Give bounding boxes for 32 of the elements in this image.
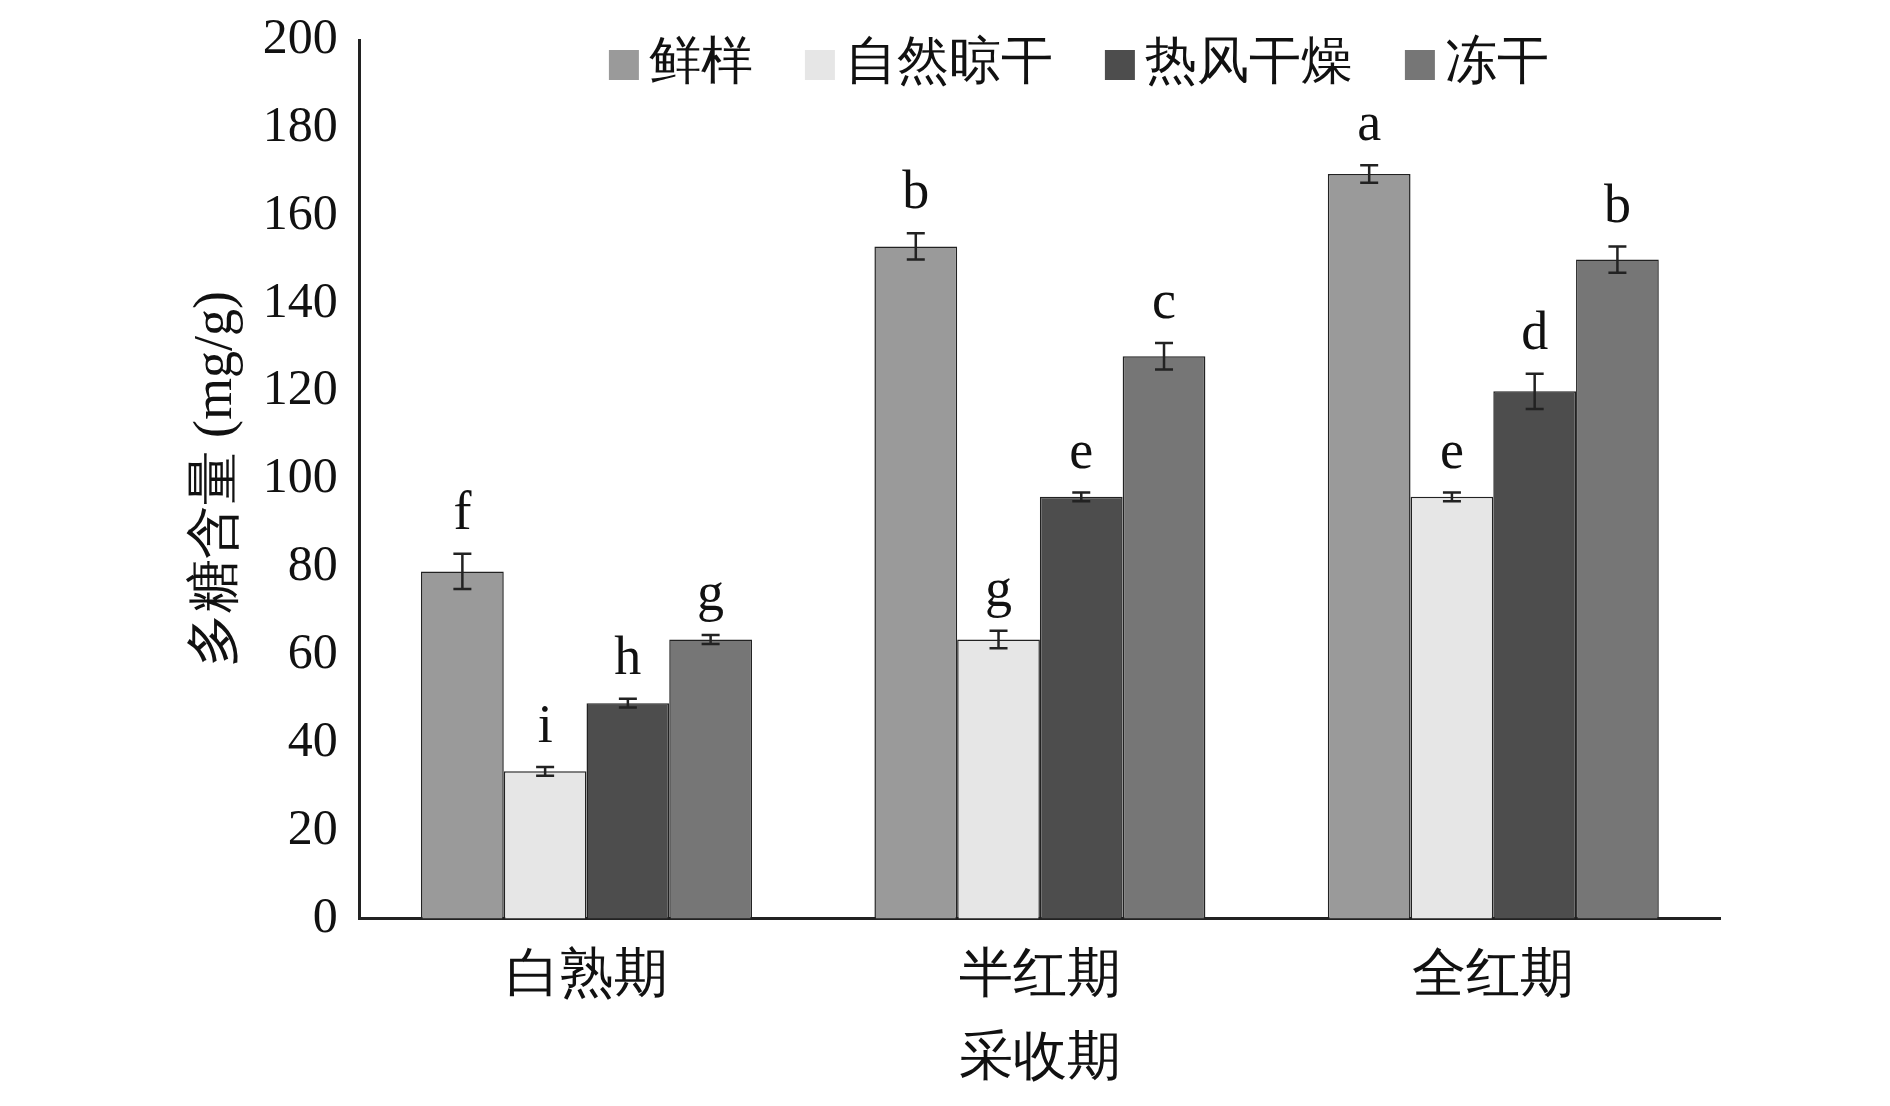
- y-tick-label: 20: [287, 798, 338, 855]
- y-tick-label: 120: [262, 359, 338, 416]
- data-label: g: [985, 557, 1013, 618]
- legend-label: 热风干燥: [1144, 31, 1353, 89]
- x-axis-title: 采收期: [958, 1025, 1121, 1086]
- x-tick-label: 全红期: [1412, 942, 1575, 1003]
- data-label: h: [614, 625, 642, 686]
- data-label: g: [697, 562, 725, 623]
- y-tick-label: 100: [262, 447, 338, 504]
- y-tick-label: 140: [262, 271, 338, 328]
- x-tick-label: 白熟期: [505, 942, 668, 1003]
- legend-label: 冻干: [1444, 31, 1549, 89]
- legend-label: 自然晾干: [844, 31, 1053, 89]
- y-tick-label: 200: [262, 8, 338, 65]
- y-tick-label: 80: [287, 535, 338, 592]
- legend-label: 鲜样: [648, 31, 753, 89]
- data-label: b: [902, 160, 930, 221]
- data-label: d: [1521, 300, 1549, 361]
- data-label: e: [1069, 419, 1094, 480]
- y-tick-label: 180: [262, 95, 338, 152]
- data-label: b: [1603, 173, 1631, 234]
- data-label: e: [1439, 419, 1464, 480]
- data-label: c: [1152, 270, 1176, 331]
- y-axis-title: 多糖含量 (mg/g): [182, 290, 243, 668]
- data-label: i: [537, 694, 553, 755]
- data-label: f: [453, 481, 472, 542]
- y-tick-label: 60: [287, 623, 338, 680]
- x-tick-label: 半红期: [958, 942, 1121, 1003]
- y-tick-label: 160: [262, 183, 338, 240]
- y-tick-label: 40: [287, 710, 338, 767]
- data-label: a: [1357, 92, 1382, 153]
- y-tick-label: 0: [312, 886, 338, 943]
